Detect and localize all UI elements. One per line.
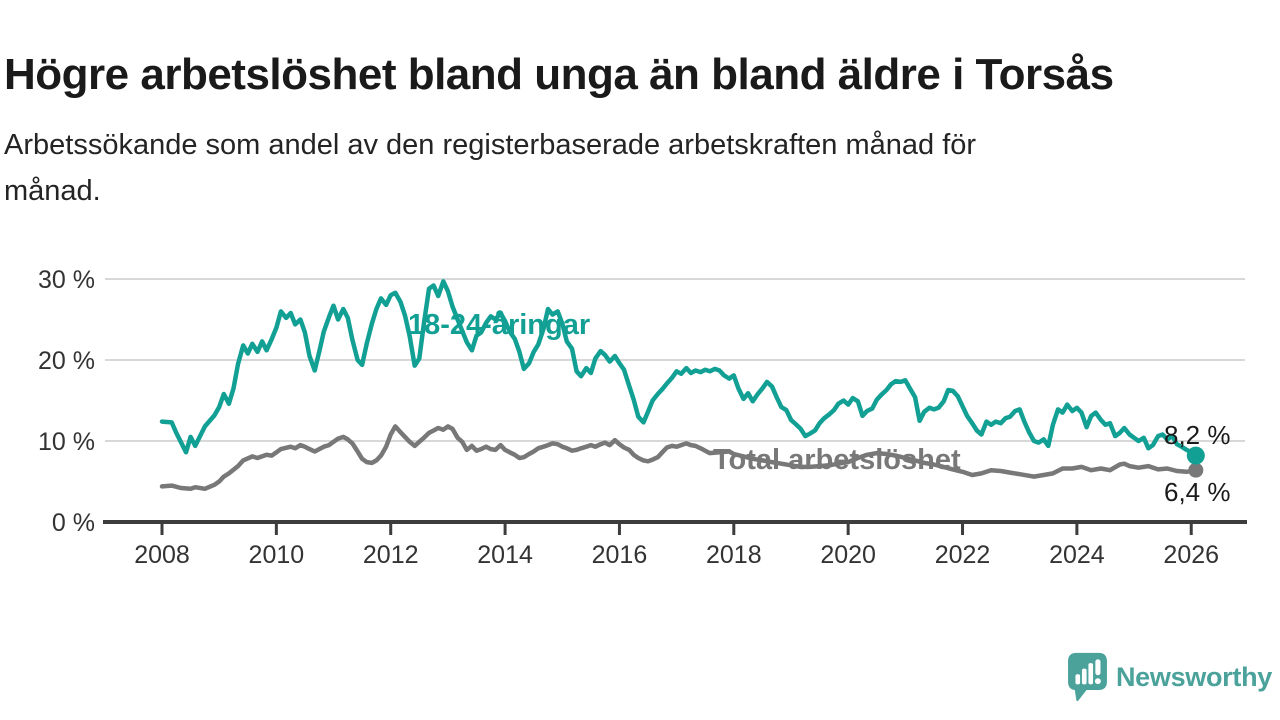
series-label-0: Total arbetslöshet — [713, 444, 961, 476]
x-axis-label-2018: 2018 — [706, 541, 762, 569]
newsworthy-bubble-chart-icon — [1068, 652, 1107, 702]
x-axis-label-2012: 2012 — [363, 541, 419, 569]
series-end-dot-0 — [1188, 462, 1204, 478]
x-axis-label-2026: 2026 — [1163, 541, 1219, 569]
y-axis-label-20: 20 % — [38, 347, 95, 375]
newsworthy-logo: Newsworthy — [1067, 652, 1272, 702]
subtitle-line-1: Arbetssökande som andel av den registerb… — [4, 129, 977, 161]
end-value-label-1: 8,2 % — [1164, 420, 1231, 450]
x-axis-label-2022: 2022 — [935, 541, 991, 569]
series-line-1 — [159, 279, 1199, 458]
subtitle-line-2: månad. — [4, 175, 101, 208]
y-axis-label-10: 10 % — [38, 428, 95, 456]
x-axis-label-2016: 2016 — [592, 541, 648, 569]
series-end-dot-1 — [1186, 446, 1205, 465]
series-line-0 — [159, 424, 1199, 492]
series-label-1: 18-24-åringar — [408, 309, 590, 341]
x-axis-label-2010: 2010 — [249, 541, 305, 569]
x-axis-label-2020: 2020 — [820, 541, 876, 569]
page-title: Högre arbetslöshet bland unga än bland ä… — [4, 50, 1114, 100]
end-value-label-0: 6,4 % — [1164, 477, 1231, 507]
y-axis-label-30: 30 % — [38, 266, 95, 294]
chart-subtitle: Arbetssökande som andel av den registerb… — [4, 122, 1214, 215]
x-axis-label-2024: 2024 — [1049, 541, 1105, 569]
x-axis-label-2014: 2014 — [477, 541, 533, 569]
newsworthy-logo-text: Newsworthy — [1115, 661, 1272, 692]
y-axis-label-0: 0 % — [52, 509, 95, 537]
x-axis-label-2008: 2008 — [134, 541, 190, 569]
